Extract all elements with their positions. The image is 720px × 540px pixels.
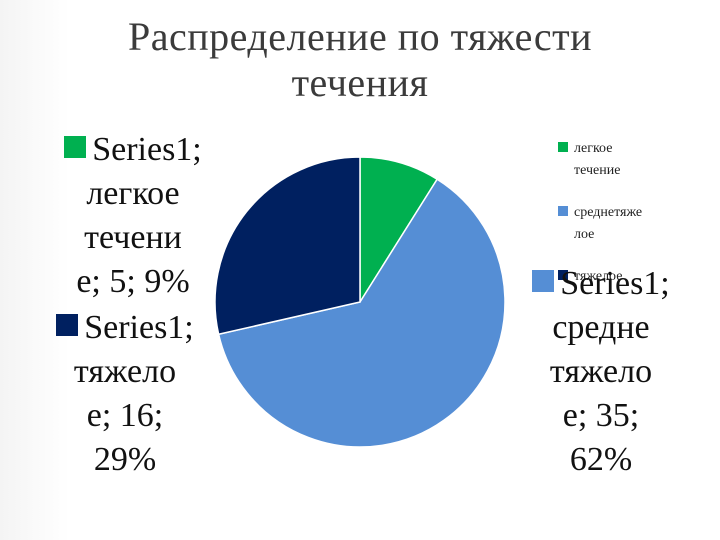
pie-slice-light	[359, 156, 439, 305]
data-label-medium-line: Series1;	[560, 265, 670, 302]
data-label-severe-line: Series1;	[84, 309, 194, 346]
data-label-medium-line: е; 35;	[562, 397, 640, 434]
data-label-medium-swatch	[532, 270, 555, 292]
data-label-light: Series1; легкое течени е; 5; 9%	[48, 128, 218, 304]
data-label-light-swatch	[64, 136, 87, 158]
data-label-light-line: легкое	[86, 175, 180, 212]
title-line-2: течения	[291, 60, 429, 105]
data-label-light-line: течени	[84, 219, 182, 256]
legend-text: легкое	[574, 141, 613, 156]
data-label-light-line: е; 5; 9%	[76, 263, 190, 300]
legend-text: лое	[574, 227, 595, 242]
data-label-medium-line: 62%	[569, 441, 633, 478]
legend-swatch-light	[558, 142, 568, 152]
data-label-severe: Series1; тяжело е; 16; 29%	[40, 306, 210, 482]
data-label-severe-swatch	[56, 314, 79, 336]
data-label-severe-line: е; 16;	[86, 397, 164, 434]
data-label-medium-line: средне	[552, 309, 650, 346]
title-line-1: Распределение по тяжести	[127, 14, 593, 59]
legend-text: течение	[574, 163, 621, 178]
data-label-medium: Series1; средне тяжело е; 35; 62%	[506, 262, 696, 482]
data-label-light-line: Series1;	[92, 131, 202, 168]
data-label-severe-line: тяжело	[73, 353, 177, 390]
legend-swatch-medium	[558, 206, 568, 216]
legend-text: среднетяже	[574, 205, 643, 220]
background-strip	[0, 0, 70, 540]
data-label-medium-line: тяжело	[549, 353, 653, 390]
slide-title: Распределение по тяжести течения	[80, 14, 640, 106]
pie-slice-medium	[217, 178, 506, 448]
legend-text: тяжелое	[574, 269, 623, 284]
legend-swatch-severe	[558, 270, 568, 280]
pie-slice-severe	[214, 156, 361, 336]
pie-slices	[214, 156, 506, 448]
data-label-severe-line: 29%	[93, 441, 157, 478]
